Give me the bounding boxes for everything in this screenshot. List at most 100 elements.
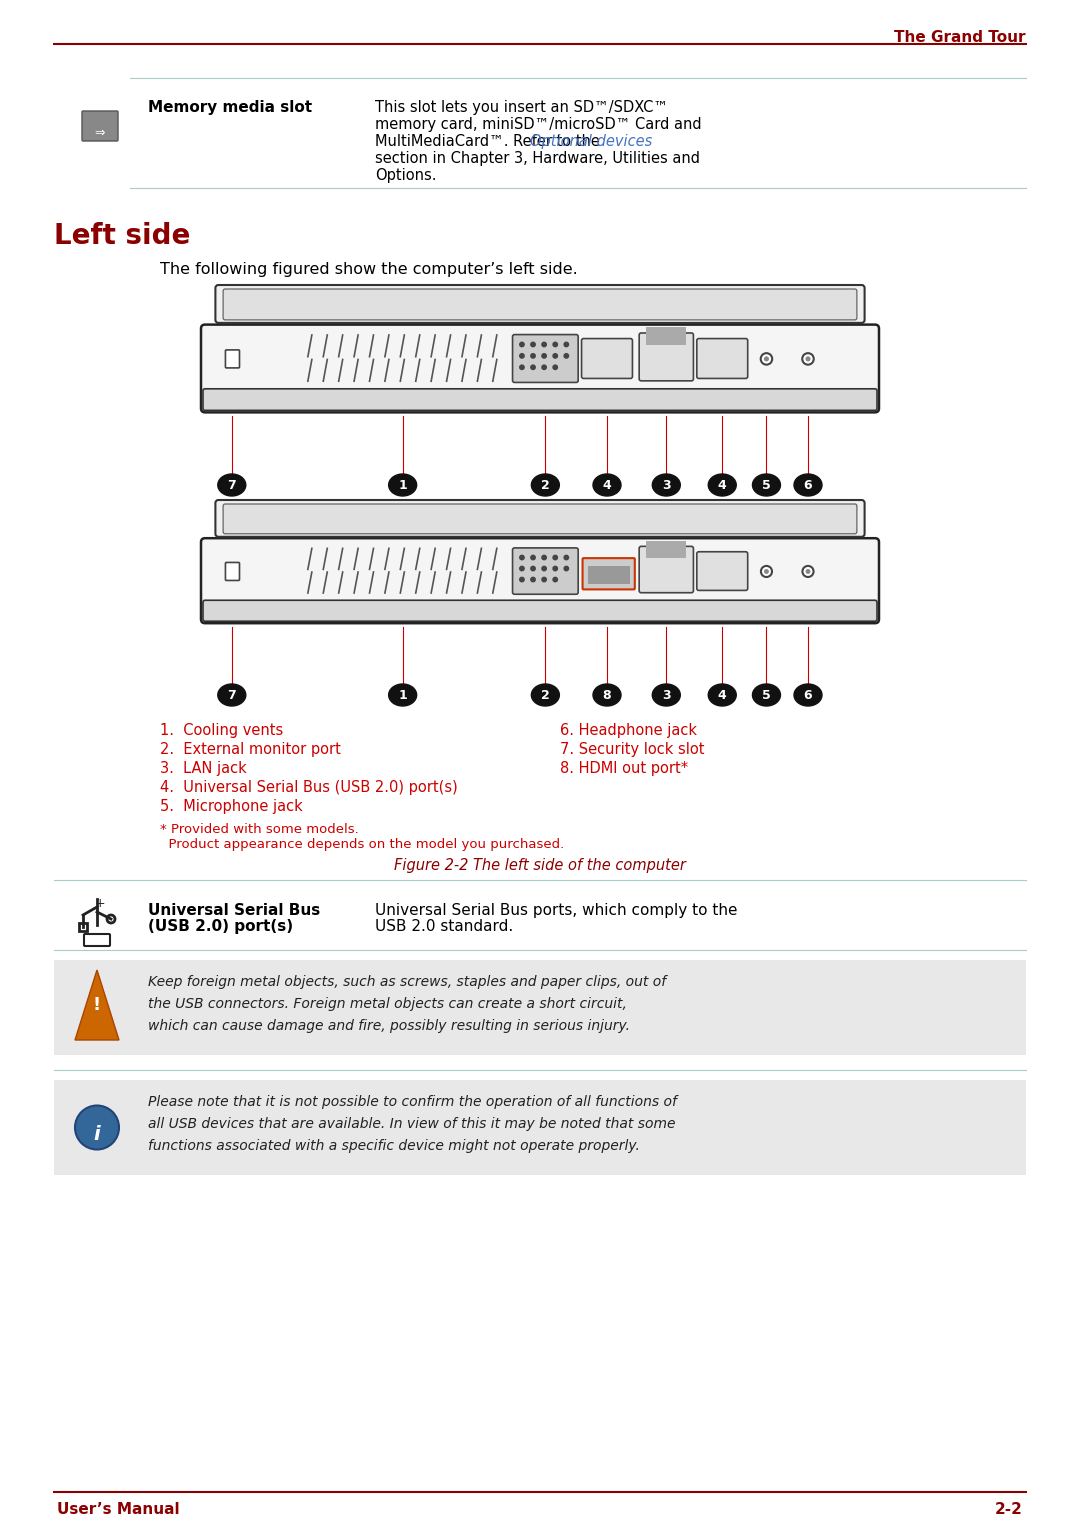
Circle shape xyxy=(75,1106,119,1149)
Text: 8: 8 xyxy=(603,688,611,701)
Circle shape xyxy=(553,353,557,358)
Text: section in Chapter 3, Hardware, Utilities and: section in Chapter 3, Hardware, Utilitie… xyxy=(375,151,700,165)
Text: The Grand Tour: The Grand Tour xyxy=(894,31,1026,44)
Ellipse shape xyxy=(708,474,737,496)
FancyBboxPatch shape xyxy=(201,324,879,413)
Circle shape xyxy=(519,566,524,571)
Bar xyxy=(646,540,687,557)
Ellipse shape xyxy=(794,474,822,496)
Text: 2-2: 2-2 xyxy=(995,1502,1023,1518)
Text: Please note that it is not possible to confirm the operation of all functions of: Please note that it is not possible to c… xyxy=(148,1095,677,1109)
FancyBboxPatch shape xyxy=(224,289,856,320)
Circle shape xyxy=(761,566,772,577)
Circle shape xyxy=(519,343,524,347)
Ellipse shape xyxy=(389,684,417,705)
Text: The following figured show the computer’s left side.: The following figured show the computer’… xyxy=(160,262,578,277)
Text: !: ! xyxy=(93,996,102,1014)
FancyBboxPatch shape xyxy=(513,548,578,594)
Ellipse shape xyxy=(593,474,621,496)
Circle shape xyxy=(760,353,772,364)
FancyBboxPatch shape xyxy=(226,563,240,580)
Circle shape xyxy=(564,555,568,560)
FancyBboxPatch shape xyxy=(697,338,747,378)
Text: Universal Serial Bus ports, which comply to the: Universal Serial Bus ports, which comply… xyxy=(375,903,738,918)
FancyBboxPatch shape xyxy=(203,389,877,410)
Circle shape xyxy=(531,577,536,581)
Circle shape xyxy=(553,366,557,369)
Circle shape xyxy=(564,343,568,347)
Circle shape xyxy=(531,555,536,560)
Text: 7. Security lock slot: 7. Security lock slot xyxy=(561,742,704,757)
Circle shape xyxy=(806,356,811,361)
Text: i: i xyxy=(94,1125,100,1143)
Text: User’s Manual: User’s Manual xyxy=(57,1502,179,1518)
Text: functions associated with a specific device might not operate properly.: functions associated with a specific dev… xyxy=(148,1138,639,1154)
Circle shape xyxy=(531,366,536,369)
Text: 4: 4 xyxy=(603,479,611,491)
Text: 3: 3 xyxy=(662,688,671,701)
Text: 7: 7 xyxy=(228,688,237,701)
Bar xyxy=(54,959,1026,1056)
Text: Figure 2-2 The left side of the computer: Figure 2-2 The left side of the computer xyxy=(394,858,686,874)
Circle shape xyxy=(542,555,546,560)
Text: all USB devices that are available. In view of this it may be noted that some: all USB devices that are available. In v… xyxy=(148,1117,675,1131)
Circle shape xyxy=(564,566,568,571)
Text: the USB connectors. Foreign metal objects can create a short circuit,: the USB connectors. Foreign metal object… xyxy=(148,998,626,1011)
FancyBboxPatch shape xyxy=(203,600,877,621)
Text: 7: 7 xyxy=(228,479,237,491)
Ellipse shape xyxy=(531,474,559,496)
Text: Memory media slot: Memory media slot xyxy=(148,99,312,115)
Text: 4: 4 xyxy=(718,688,727,701)
Circle shape xyxy=(764,356,769,361)
FancyBboxPatch shape xyxy=(639,546,693,592)
Ellipse shape xyxy=(753,474,781,496)
Text: 4.  Universal Serial Bus (USB 2.0) port(s): 4. Universal Serial Bus (USB 2.0) port(s… xyxy=(160,780,458,796)
Text: Optional devices: Optional devices xyxy=(530,135,652,148)
Ellipse shape xyxy=(652,684,680,705)
Circle shape xyxy=(806,569,810,574)
Circle shape xyxy=(553,343,557,347)
Circle shape xyxy=(802,566,813,577)
FancyBboxPatch shape xyxy=(215,500,865,537)
Circle shape xyxy=(764,569,769,574)
Text: +: + xyxy=(95,897,106,910)
Circle shape xyxy=(553,555,557,560)
Circle shape xyxy=(542,343,546,347)
Text: 3.  LAN jack: 3. LAN jack xyxy=(160,760,246,776)
FancyBboxPatch shape xyxy=(82,112,118,141)
Text: ⇒: ⇒ xyxy=(95,127,105,141)
Text: 5: 5 xyxy=(762,688,771,701)
Circle shape xyxy=(542,577,546,581)
Bar xyxy=(79,923,87,930)
FancyBboxPatch shape xyxy=(226,350,240,367)
Text: (USB 2.0) port(s): (USB 2.0) port(s) xyxy=(148,920,293,933)
Polygon shape xyxy=(75,970,119,1040)
FancyBboxPatch shape xyxy=(581,338,633,378)
Text: 2.  External monitor port: 2. External monitor port xyxy=(160,742,341,757)
Text: 3: 3 xyxy=(662,479,671,491)
Circle shape xyxy=(531,353,536,358)
FancyBboxPatch shape xyxy=(215,285,865,323)
Text: MultiMediaCard™. Refer to the: MultiMediaCard™. Refer to the xyxy=(375,135,605,148)
Text: 4: 4 xyxy=(718,479,727,491)
Text: 2: 2 xyxy=(541,688,550,701)
FancyBboxPatch shape xyxy=(697,552,747,591)
Bar xyxy=(588,566,630,584)
Circle shape xyxy=(553,566,557,571)
Text: Left side: Left side xyxy=(54,222,190,249)
Circle shape xyxy=(519,353,524,358)
FancyBboxPatch shape xyxy=(201,539,879,623)
Ellipse shape xyxy=(389,474,417,496)
Circle shape xyxy=(531,566,536,571)
Ellipse shape xyxy=(708,684,737,705)
Text: * Provided with some models.: * Provided with some models. xyxy=(160,823,359,835)
Circle shape xyxy=(542,353,546,358)
Circle shape xyxy=(519,555,524,560)
Circle shape xyxy=(519,366,524,369)
Text: USB 2.0 standard.: USB 2.0 standard. xyxy=(375,920,513,933)
FancyBboxPatch shape xyxy=(513,335,578,382)
Text: 5.  Microphone jack: 5. Microphone jack xyxy=(160,799,302,814)
Ellipse shape xyxy=(531,684,559,705)
Text: 6: 6 xyxy=(804,479,812,491)
Circle shape xyxy=(802,353,813,364)
